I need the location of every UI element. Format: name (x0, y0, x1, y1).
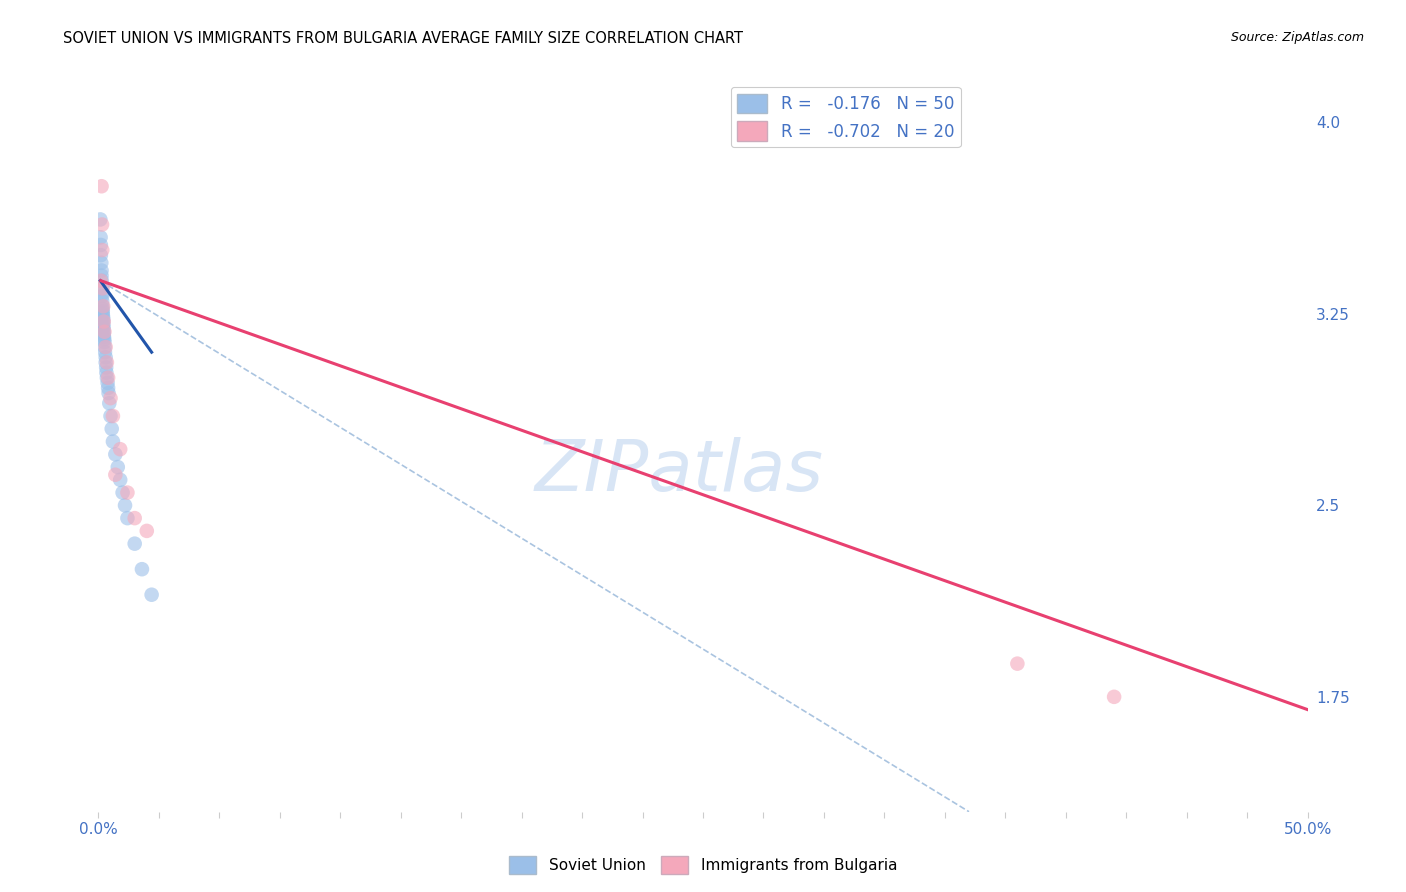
Point (135, 524, 157, 538)
Point (94, 351, 117, 365)
Point (91, 281, 114, 295)
Point (91, 299, 114, 313)
Point (101, 409, 124, 423)
Point (117, 511, 139, 525)
Point (114, 499, 136, 513)
Legend: R =   -0.176   N = 50, R =   -0.702   N = 20: R = -0.176 N = 50, R = -0.702 N = 20 (731, 87, 960, 147)
Point (96, 366, 118, 380)
Point (89, 212, 111, 227)
Point (90, 274, 112, 288)
Point (1007, 657, 1029, 671)
Text: ZIPatlas: ZIPatlas (534, 437, 824, 506)
Point (94, 355, 117, 369)
Point (1102, 690, 1125, 704)
Point (131, 562, 153, 576)
Text: Source: ZipAtlas.com: Source: ZipAtlas.com (1230, 31, 1364, 45)
Point (93, 327, 115, 342)
Point (91, 312, 114, 326)
Point (124, 536, 146, 550)
Point (117, 485, 139, 500)
Point (91, 307, 114, 321)
Point (93, 322, 115, 336)
Point (108, 473, 131, 487)
Point (90, 263, 112, 277)
Point (97, 376, 120, 390)
Point (91, 218, 114, 232)
Point (93, 333, 115, 347)
Point (101, 434, 124, 449)
Point (91, 310, 114, 324)
Point (93, 340, 115, 354)
Point (91, 317, 114, 331)
Point (107, 460, 129, 475)
Point (94, 345, 117, 359)
Point (94, 340, 117, 354)
Point (91, 299, 114, 313)
Point (96, 355, 118, 369)
Point (91, 289, 114, 303)
Point (98, 396, 121, 410)
Point (97, 381, 120, 395)
Point (90, 238, 112, 252)
Point (91, 301, 114, 316)
Point (97, 386, 120, 401)
Point (96, 360, 118, 375)
Legend: Soviet Union, Immigrants from Bulgaria: Soviet Union, Immigrants from Bulgaria (503, 850, 903, 880)
Point (90, 256, 112, 270)
Point (90, 268, 112, 283)
Point (93, 330, 115, 344)
Point (91, 294, 114, 309)
Point (93, 314, 115, 328)
Point (100, 391, 122, 405)
Point (90, 248, 112, 262)
Point (90, 179, 112, 194)
Point (104, 467, 127, 482)
Point (91, 286, 114, 301)
Point (104, 447, 127, 461)
Point (97, 370, 120, 384)
Point (93, 319, 115, 334)
Point (91, 281, 114, 295)
Point (141, 588, 163, 602)
Point (90, 274, 112, 288)
Text: SOVIET UNION VS IMMIGRANTS FROM BULGARIA AVERAGE FAMILY SIZE CORRELATION CHART: SOVIET UNION VS IMMIGRANTS FROM BULGARIA… (63, 31, 744, 46)
Point (93, 325, 115, 339)
Point (124, 511, 146, 525)
Point (111, 485, 134, 500)
Point (93, 334, 115, 349)
Point (100, 409, 122, 423)
Point (91, 243, 114, 257)
Point (100, 422, 122, 436)
Point (91, 304, 114, 318)
Point (96, 370, 118, 384)
Point (90, 230, 112, 244)
Point (91, 314, 114, 328)
Point (108, 442, 131, 457)
Point (93, 325, 115, 339)
